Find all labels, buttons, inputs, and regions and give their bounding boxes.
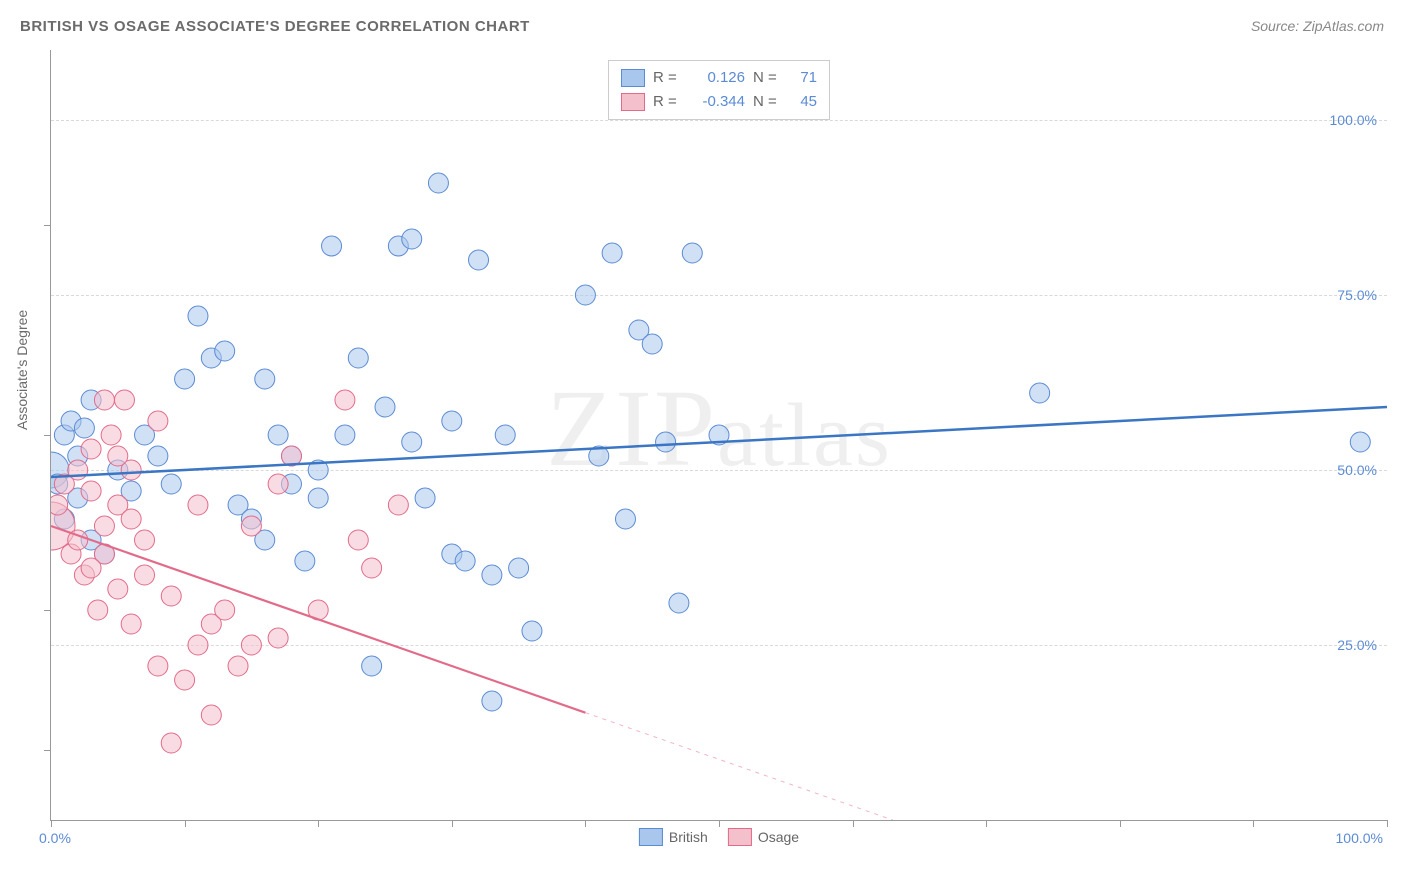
chart-container: BRITISH VS OSAGE ASSOCIATE'S DEGREE CORR… xyxy=(0,0,1406,892)
chart-svg xyxy=(51,50,1387,820)
y-tick-label: 50.0% xyxy=(1337,462,1377,478)
legend-bottom-osage: Osage xyxy=(728,828,799,846)
y-tick-label: 25.0% xyxy=(1337,637,1377,653)
legend-swatch-british-2 xyxy=(639,828,663,846)
legend-row-british: R = 0.126 N = 71 xyxy=(621,66,817,90)
legend-top: R = 0.126 N = 71 R = -0.344 N = 45 xyxy=(608,60,830,120)
legend-bottom-osage-label: Osage xyxy=(758,829,799,845)
watermark: ZIPatlas xyxy=(546,365,892,492)
legend-bottom: British Osage xyxy=(639,828,799,846)
legend-n-label: N = xyxy=(753,66,781,90)
chart-title: BRITISH VS OSAGE ASSOCIATE'S DEGREE CORR… xyxy=(20,18,530,35)
x-end-label: 100.0% xyxy=(1336,830,1383,846)
legend-r-british: 0.126 xyxy=(689,66,745,90)
legend-n-label-2: N = xyxy=(753,90,781,114)
legend-n-british: 71 xyxy=(789,66,817,90)
source-label: Source: ZipAtlas.com xyxy=(1251,18,1384,34)
y-tick-label: 100.0% xyxy=(1330,112,1377,128)
legend-swatch-osage-2 xyxy=(728,828,752,846)
legend-swatch-osage xyxy=(621,93,645,111)
plot-area: ZIPatlas 25.0% 50.0% 75.0% 100.0% R = 0.126… xyxy=(50,50,1387,821)
legend-n-osage: 45 xyxy=(789,90,817,114)
y-tick-label: 75.0% xyxy=(1337,287,1377,303)
legend-swatch-british xyxy=(621,69,645,87)
x-origin-label: 0.0% xyxy=(39,830,71,846)
legend-r-label: R = xyxy=(653,66,681,90)
legend-bottom-british-label: British xyxy=(669,829,708,845)
legend-row-osage: R = -0.344 N = 45 xyxy=(621,90,817,114)
legend-r-osage: -0.344 xyxy=(689,90,745,114)
legend-r-label-2: R = xyxy=(653,90,681,114)
y-axis-label: Associate's Degree xyxy=(14,310,30,430)
legend-bottom-british: British xyxy=(639,828,708,846)
